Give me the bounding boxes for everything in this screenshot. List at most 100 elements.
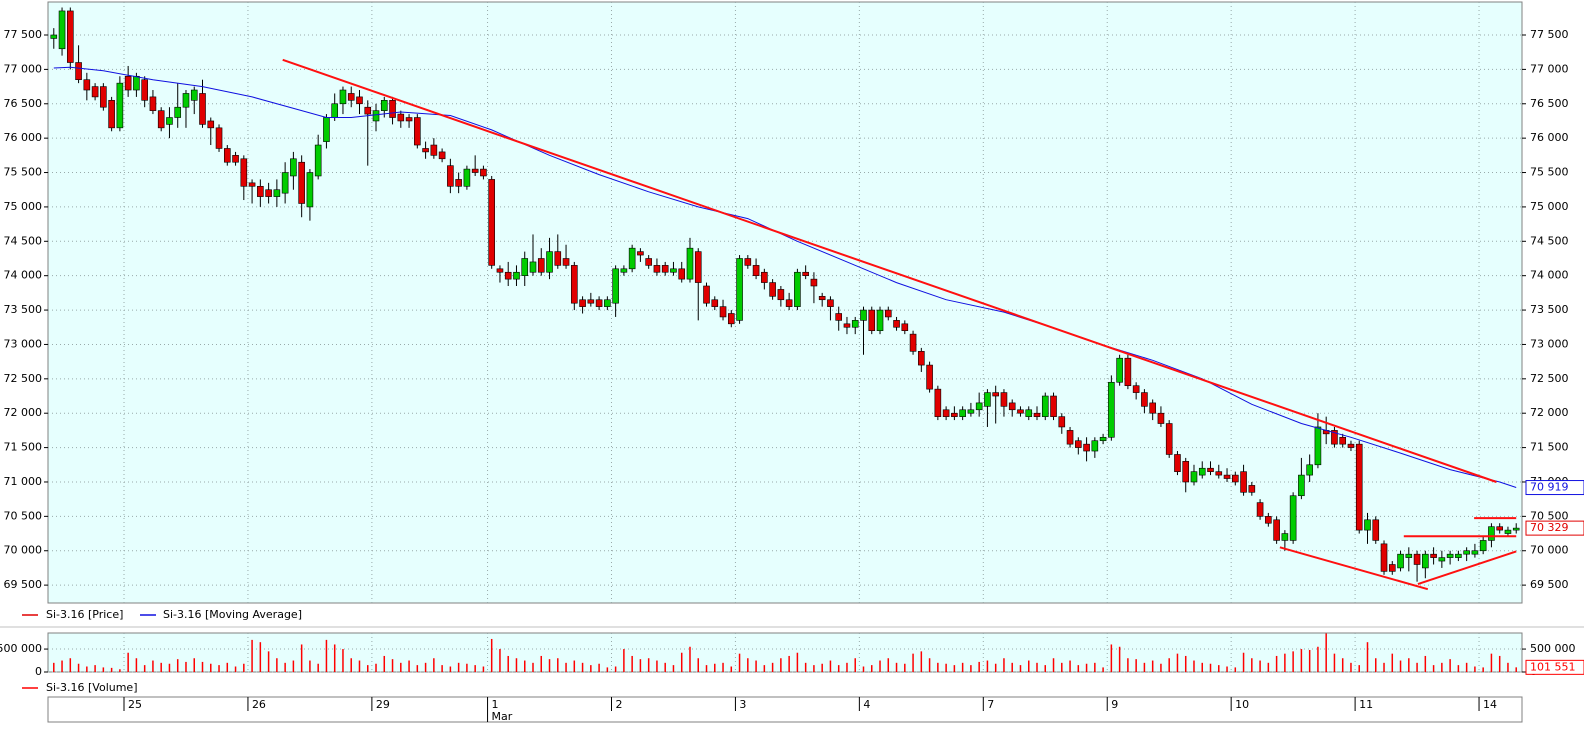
candle-body xyxy=(604,299,611,307)
candle-body xyxy=(1157,412,1165,424)
candle-body xyxy=(1355,443,1363,531)
candle-body xyxy=(1041,395,1049,417)
candle-body xyxy=(967,409,975,414)
y-tick-label: 70 500 xyxy=(4,509,43,522)
candle-body xyxy=(711,299,719,307)
x-tick-label: 2 xyxy=(615,698,622,711)
y-tick-label: 69 500 xyxy=(1530,578,1569,591)
candle-body xyxy=(1075,440,1082,448)
candle-body xyxy=(1331,430,1338,445)
candle-body xyxy=(190,89,198,101)
candle-body xyxy=(777,289,785,301)
candle-body xyxy=(579,299,586,307)
candle-body xyxy=(1223,474,1231,479)
candle-body xyxy=(934,388,942,417)
candle-body xyxy=(1281,533,1289,541)
time-axis xyxy=(47,696,1523,723)
candle-body xyxy=(1066,430,1074,445)
candle-body xyxy=(1479,540,1487,552)
candle-body xyxy=(843,323,851,328)
y-tick-label: 77 000 xyxy=(4,62,43,75)
y-tick-label: 76 500 xyxy=(1530,97,1569,110)
x-tick-label: 4 xyxy=(863,698,870,711)
candle-body xyxy=(265,189,272,197)
y-tick-label: 74 500 xyxy=(1530,234,1569,247)
candle-body xyxy=(1132,385,1140,393)
candle-body xyxy=(587,299,595,304)
candle-body xyxy=(1025,409,1033,417)
candle-body xyxy=(1017,409,1024,414)
candle-body xyxy=(471,168,479,173)
y-tick-label: 71 500 xyxy=(1530,441,1569,454)
candle-body xyxy=(1405,553,1413,558)
candle-body xyxy=(1182,461,1190,483)
y-tick-label: 69 500 xyxy=(4,578,43,591)
candle-body xyxy=(50,34,58,39)
last-value-label: 70 329 xyxy=(1530,521,1569,534)
candle-body xyxy=(1471,550,1479,555)
candle-body xyxy=(901,323,909,331)
candle-body xyxy=(364,106,372,115)
candle-body xyxy=(240,158,248,187)
candle-body xyxy=(108,100,115,129)
candle-body xyxy=(133,75,140,91)
x-tick-label: 14 xyxy=(1483,698,1497,711)
y-tick-label: 75 500 xyxy=(1530,166,1569,179)
y-tick-label: 76 500 xyxy=(4,97,43,110)
candle-body xyxy=(323,117,330,142)
candle-body xyxy=(876,309,884,331)
candle-body xyxy=(1273,519,1280,541)
candle-body xyxy=(215,127,223,149)
candle-body xyxy=(314,144,322,177)
legend-label: Si-3.16 [Moving Average] xyxy=(163,608,302,621)
candle-body xyxy=(1058,416,1066,428)
y-tick-label: 77 500 xyxy=(1530,28,1569,41)
candle-body xyxy=(1446,553,1454,558)
candle-body xyxy=(174,106,182,118)
candle-body xyxy=(75,62,82,81)
candle-body xyxy=(1108,381,1115,438)
candle-body xyxy=(430,144,438,156)
candle-body xyxy=(389,100,396,118)
legend-label: Si-3.16 [Price] xyxy=(46,608,123,621)
candle-body xyxy=(504,271,512,280)
candle-body xyxy=(1141,392,1148,407)
trend-line xyxy=(282,58,1497,483)
candle-body xyxy=(1207,467,1214,472)
y-tick-label: 73 000 xyxy=(4,337,43,350)
candle-body xyxy=(1050,395,1057,417)
candle-body xyxy=(959,409,966,417)
last-value-box xyxy=(1525,480,1584,496)
candle-body xyxy=(727,313,735,325)
candle-body xyxy=(1149,402,1156,414)
trend-line xyxy=(1417,550,1517,586)
candle-body xyxy=(1413,553,1421,565)
candle-body xyxy=(794,271,801,307)
y-tick-label: 75 500 xyxy=(4,166,43,179)
y-tick-label: 72 500 xyxy=(4,372,43,385)
y-tick-label: 70 500 xyxy=(1530,509,1569,522)
candle-body xyxy=(628,247,636,270)
candle-body xyxy=(1438,557,1446,562)
x-sub-label: Mar xyxy=(492,710,513,723)
y-tick-label: 76 000 xyxy=(1530,131,1569,144)
candle-body xyxy=(405,117,413,122)
last-value-label: 70 919 xyxy=(1530,481,1569,494)
candle-body xyxy=(455,179,462,187)
candle-body xyxy=(761,271,768,283)
candle-body xyxy=(1008,402,1016,411)
candle-body xyxy=(571,265,578,304)
y-tick-label: 73 500 xyxy=(1530,303,1569,316)
x-tick-label: 10 xyxy=(1235,698,1249,711)
candle-body xyxy=(1265,516,1272,524)
candle-body xyxy=(719,306,727,318)
candle-body xyxy=(1364,519,1371,531)
candle-body xyxy=(1463,550,1470,555)
y-tick-label: 75 000 xyxy=(1530,200,1569,213)
y-tick-label: 500 000 xyxy=(0,642,42,655)
candle-body xyxy=(1496,526,1503,531)
candle-body xyxy=(884,309,892,318)
candle-body xyxy=(612,268,619,304)
candle-body xyxy=(918,351,925,366)
